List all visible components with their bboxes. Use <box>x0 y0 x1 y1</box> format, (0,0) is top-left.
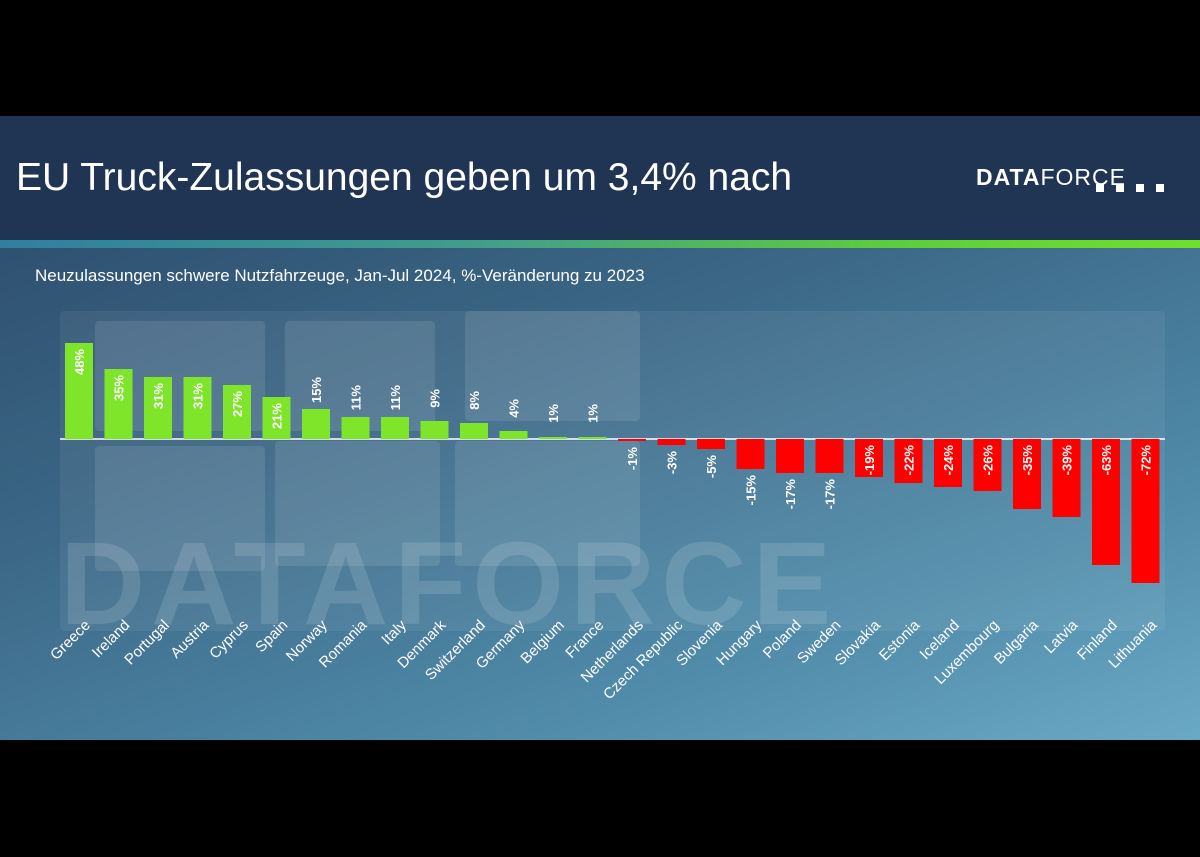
value-label: 31% <box>191 383 206 409</box>
truck-image <box>95 446 265 571</box>
bar-austria <box>183 377 212 439</box>
header-bar: EU Truck-Zulassungen geben um 3,4% nach … <box>0 116 1200 240</box>
bar-italy <box>381 417 409 439</box>
bar-switzerland <box>460 423 488 439</box>
value-label: -1% <box>625 447 640 471</box>
bar-norway <box>302 409 330 439</box>
category-label: Belgium <box>517 617 567 667</box>
value-label: -22% <box>902 445 917 476</box>
value-label: -35% <box>1020 445 1035 476</box>
bar-belgium <box>539 437 567 439</box>
bar-slovakia <box>855 439 883 477</box>
value-label: -24% <box>941 445 956 476</box>
category-label: Italy <box>378 616 410 648</box>
value-label: -3% <box>665 451 680 475</box>
category-label: Estonia <box>876 616 924 664</box>
value-label: 48% <box>72 349 87 375</box>
bar-estonia <box>894 439 923 483</box>
bar-greece <box>65 343 93 439</box>
truck-image <box>465 311 640 421</box>
value-label: 1% <box>546 404 561 423</box>
value-label: 15% <box>309 377 324 403</box>
slide: EU Truck-Zulassungen geben um 3,4% nach … <box>0 116 1200 740</box>
bar-luxembourg <box>973 439 1002 491</box>
category-label: Bulgaria <box>991 616 1042 667</box>
logo-light-text: FORCE <box>1040 164 1126 190</box>
value-label: 1% <box>586 404 601 423</box>
bar-spain <box>262 397 291 439</box>
value-label: 11% <box>349 385 364 411</box>
value-label: -63% <box>1099 445 1114 476</box>
chart-subtitle: Neuzulassungen schwere Nutzfahrzeuge, Ja… <box>35 266 645 285</box>
value-label: -17% <box>823 479 838 510</box>
value-label: 31% <box>151 383 166 409</box>
category-label: Greece <box>47 617 94 664</box>
bar-denmark <box>420 421 449 439</box>
value-label: 35% <box>112 375 127 401</box>
bar-poland <box>776 439 804 473</box>
value-label: 8% <box>467 391 482 410</box>
truck-image <box>275 441 440 566</box>
bar-romania <box>341 417 370 439</box>
bar-sweden <box>815 439 844 473</box>
bar-portugal <box>144 377 172 439</box>
value-label: -19% <box>862 445 877 476</box>
bar-latvia <box>1052 439 1081 517</box>
logo-bold-text: DATA <box>976 164 1041 190</box>
bar-ireland <box>104 369 133 439</box>
bar-france <box>578 437 607 439</box>
bar-germany <box>499 431 528 439</box>
category-label: Cyprus <box>206 617 252 663</box>
bar-finland <box>1092 439 1120 565</box>
value-label: -39% <box>1060 445 1075 476</box>
bar-hungary <box>736 439 765 469</box>
value-label: -15% <box>744 475 759 506</box>
slide-title: EU Truck-Zulassungen geben um 3,4% nach <box>16 156 793 199</box>
bar-czech-republic <box>657 439 686 445</box>
value-label: -17% <box>783 479 798 510</box>
category-label: Austria <box>167 616 212 661</box>
header-accent-line <box>0 240 1200 248</box>
value-label: -72% <box>1139 445 1154 476</box>
value-label: 9% <box>428 389 443 408</box>
bar-bulgaria <box>1013 439 1041 509</box>
bar-netherlands <box>618 439 646 441</box>
truck-image <box>455 441 640 566</box>
value-label: -26% <box>981 445 996 476</box>
value-label: 4% <box>507 399 522 418</box>
bar-chart: 48%Greece35%Ireland31%Portugal31%Austria… <box>47 343 1165 703</box>
bar-slovenia <box>697 439 725 449</box>
value-label: 27% <box>230 391 245 417</box>
dataforce-logo: DATAFORCE <box>976 164 1126 191</box>
bar-iceland <box>934 439 962 487</box>
bar-lithuania <box>1131 439 1160 583</box>
value-label: -5% <box>704 455 719 479</box>
value-label: 21% <box>270 403 285 429</box>
bar-cyprus <box>223 385 251 439</box>
value-label: 11% <box>388 385 403 411</box>
